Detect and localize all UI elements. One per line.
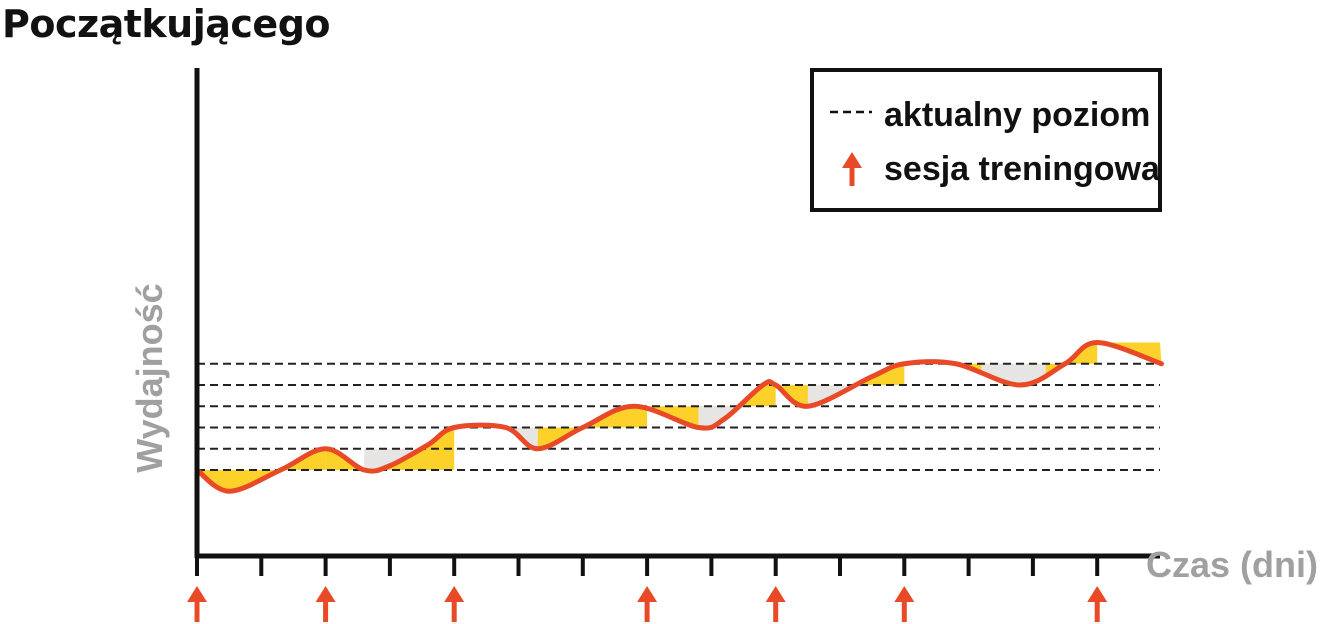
supercompensation-area — [325, 427, 455, 472]
level-band — [647, 381, 776, 429]
supercompensation-area — [1097, 342, 1162, 364]
supercompensation-area — [647, 381, 776, 429]
arrow-up-icon — [444, 586, 465, 622]
arrow-up-icon — [894, 586, 915, 622]
legend-box — [810, 68, 1162, 212]
arrow-up-icon — [842, 152, 862, 186]
level-band — [197, 448, 326, 492]
legend-label-current-level: aktualny poziom — [884, 96, 1150, 134]
page-title: Początkującego — [2, 2, 331, 46]
x-axis-ticks — [195, 556, 1100, 576]
level-lines — [197, 362, 1160, 471]
arrow-up-icon — [187, 586, 207, 622]
arrow-up-icon — [1087, 586, 1108, 622]
arrow-up-icon — [842, 152, 862, 186]
arrow-up-icon — [637, 586, 658, 622]
legend-label-training-session: sesja treningowa — [884, 150, 1161, 188]
arrow-up-icon — [765, 586, 786, 622]
recovery-area — [364, 448, 429, 472]
arrow-up-icon — [315, 586, 336, 622]
x-axis-label: Czas (dni) — [1146, 544, 1318, 585]
level-band — [1097, 342, 1162, 364]
level-band — [325, 427, 455, 472]
performance-curve — [194, 340, 1164, 494]
supercompensation-area — [197, 448, 326, 492]
legend: aktualny poziom sesja treningowa — [810, 68, 1162, 212]
recovery-area — [981, 363, 1046, 385]
training-session-arrows — [187, 586, 1108, 622]
area-fills — [197, 342, 1162, 492]
y-axis-label: Wydajność — [129, 283, 170, 472]
